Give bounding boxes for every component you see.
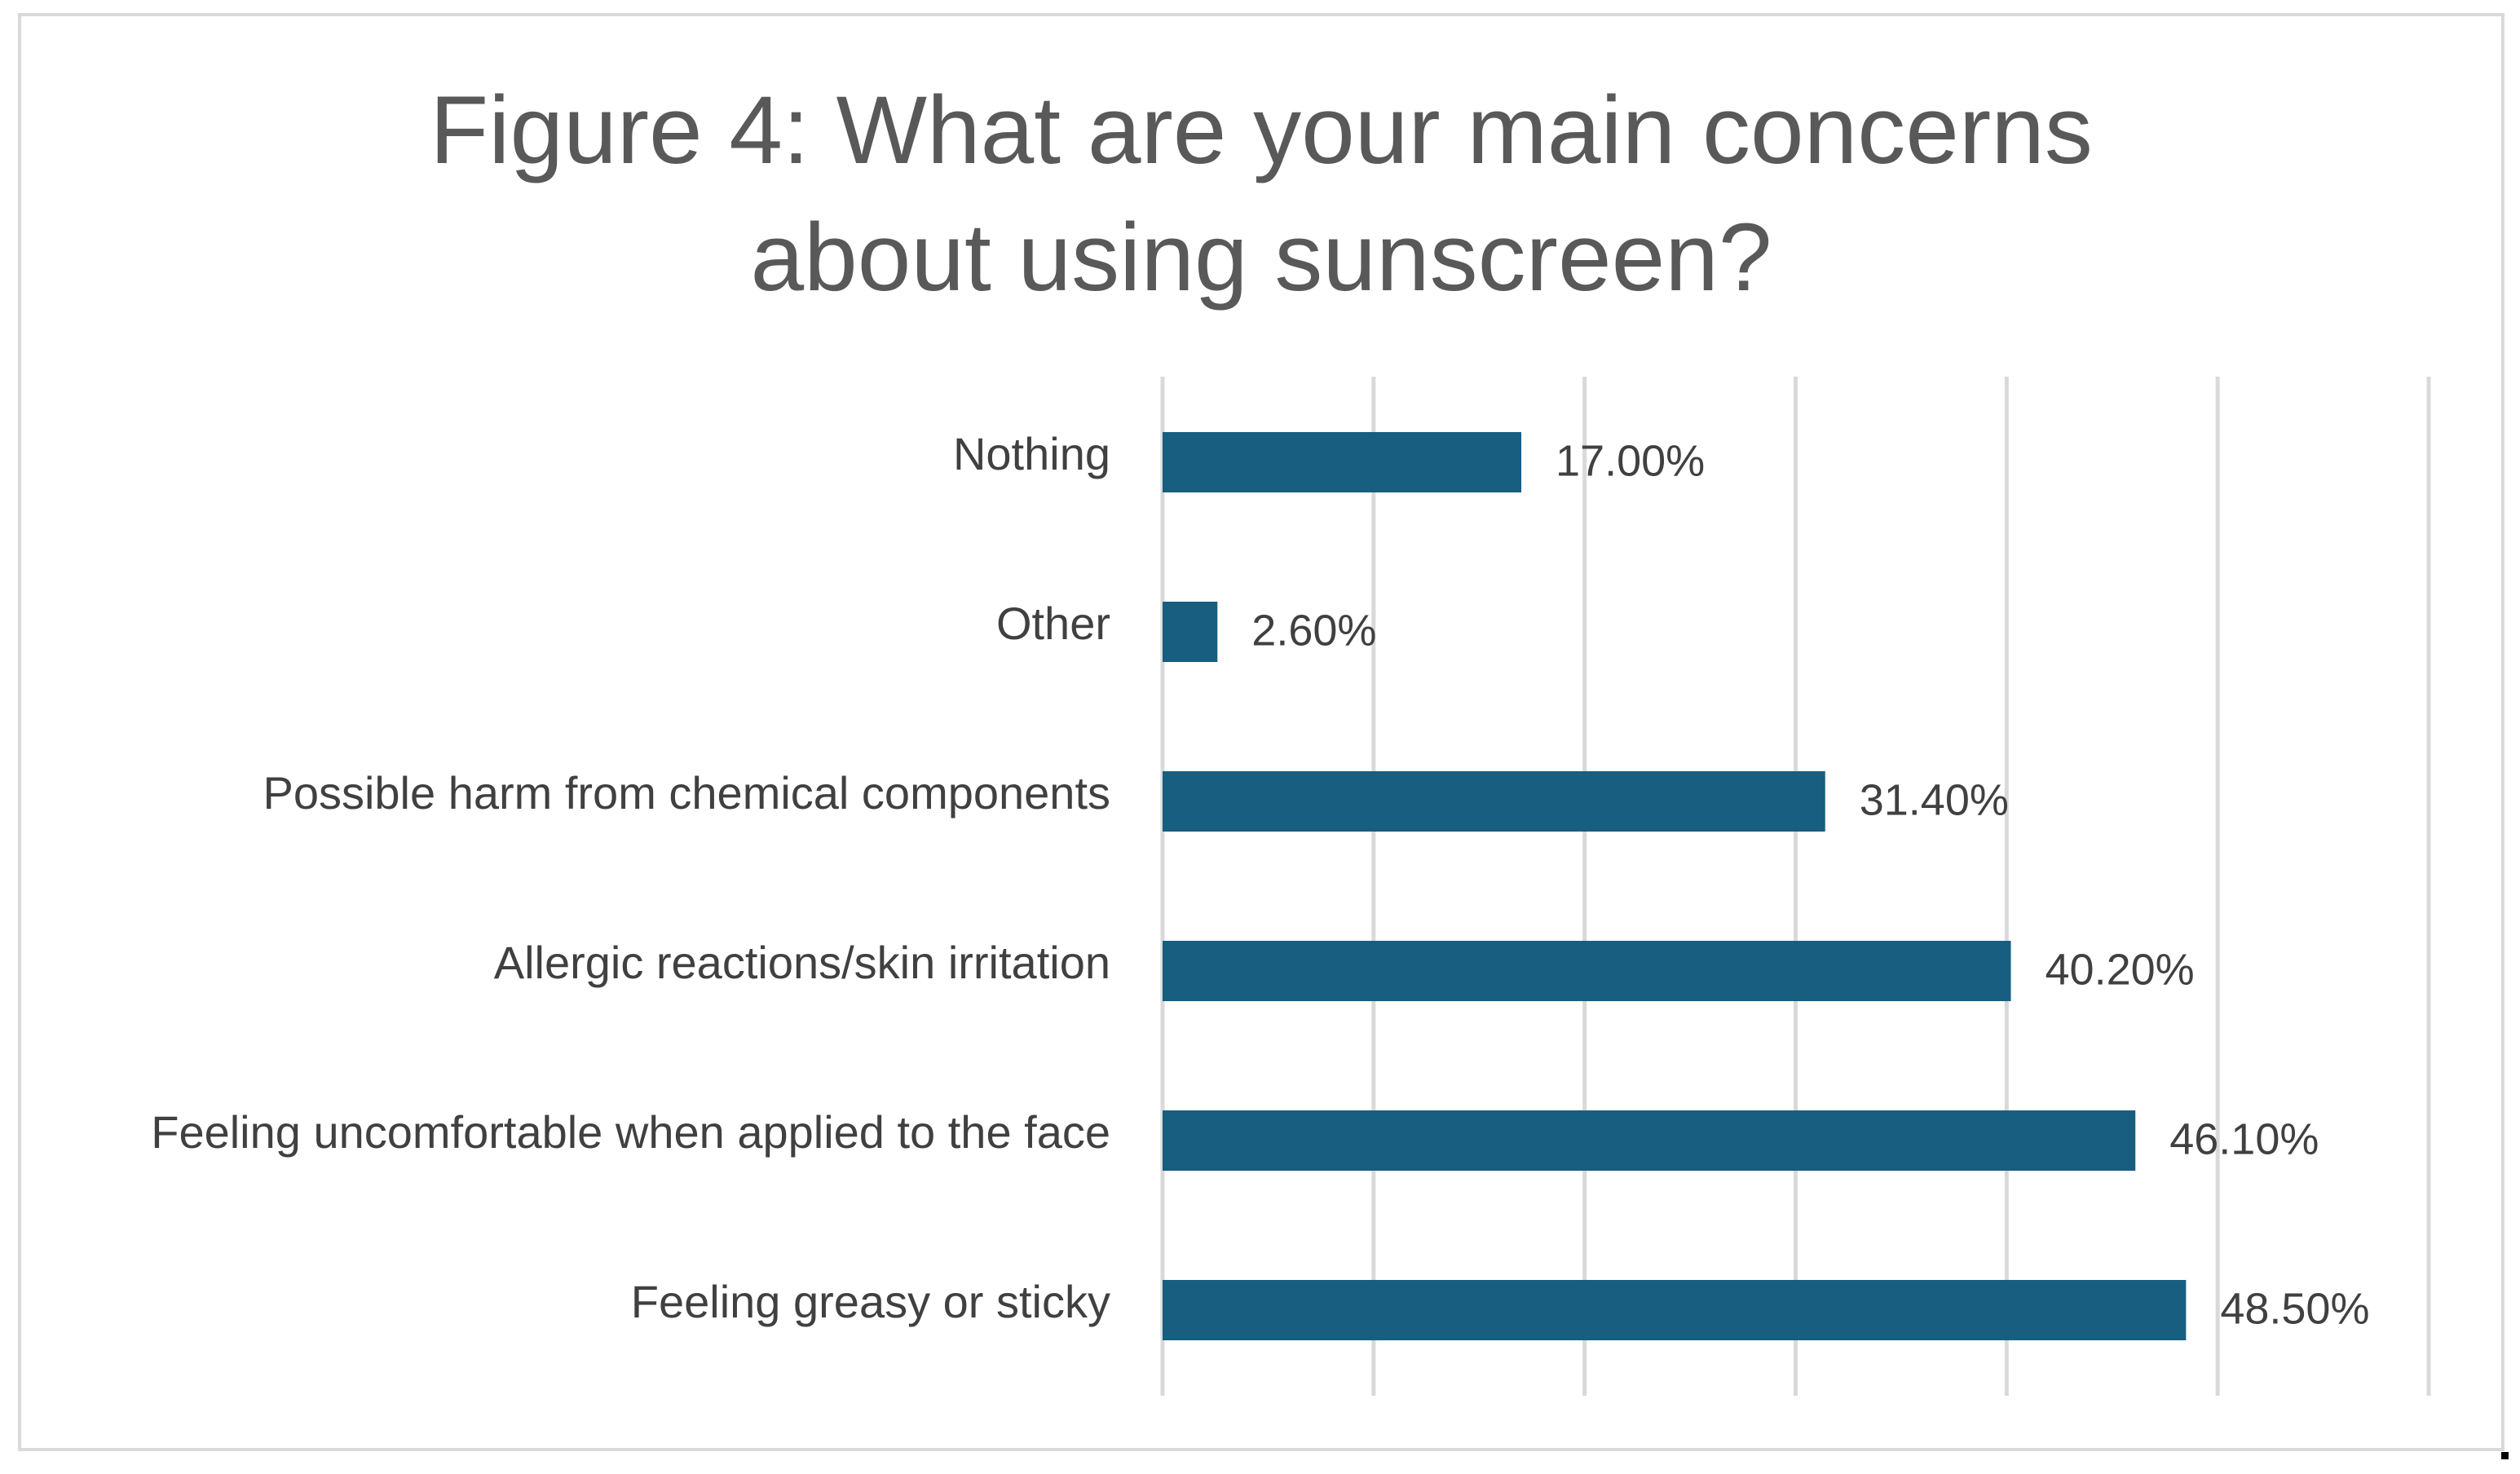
category-label-2: Possible harm from chemical components: [263, 767, 1110, 819]
category-label-1: Other: [996, 598, 1110, 649]
bar-1: [1163, 602, 1218, 662]
value-label-0: 17.00%: [1556, 436, 1705, 485]
value-label-3: 40.20%: [2046, 945, 2195, 994]
chart-title: Figure 4: What are your main concerns ab…: [430, 77, 2093, 311]
bars: [1163, 432, 2187, 1340]
category-label-5: Feeling greasy or sticky: [631, 1276, 1110, 1327]
gridlines: [1160, 377, 2431, 1396]
value-label-5: 48.50%: [2220, 1284, 2369, 1333]
corner-mark: [2501, 1452, 2509, 1459]
category-label-3: Allergic reactions/skin irritation: [494, 937, 1110, 988]
value-label-4: 46.10%: [2169, 1114, 2319, 1163]
chart-frame: Figure 4: What are your main concerns ab…: [18, 13, 2505, 1451]
category-label-4: Feeling uncomfortable when applied to th…: [151, 1106, 1110, 1158]
value-label-1: 2.60%: [1251, 606, 1376, 655]
bar-4: [1163, 1110, 2136, 1171]
bar-0: [1163, 432, 1522, 492]
bar-2: [1163, 771, 1825, 832]
bar-5: [1163, 1280, 2187, 1340]
category-label-0: Nothing: [953, 428, 1110, 479]
value-label-2: 31.40%: [1860, 775, 2009, 824]
labels: Nothing 17.00% Other 2.60% Possible harm fro…: [151, 428, 2369, 1333]
bar-3: [1163, 941, 2011, 1001]
